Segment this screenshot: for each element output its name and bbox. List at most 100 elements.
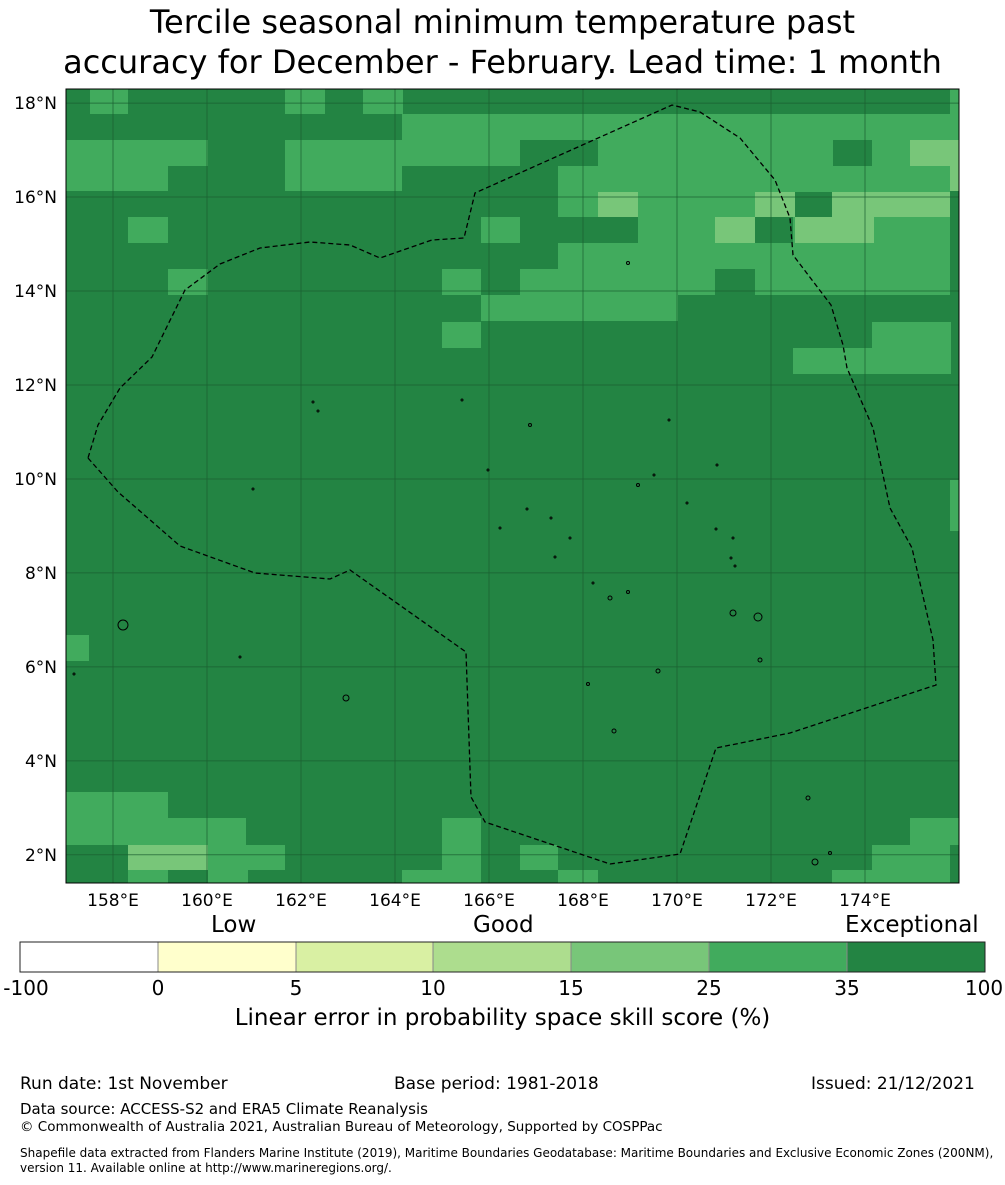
shapefile-credit-line-2: version 11. Available online at http://w… <box>20 1161 392 1175</box>
island-outline <box>753 612 763 622</box>
island-outline <box>549 516 553 520</box>
island-outline <box>626 590 630 594</box>
island-outline <box>757 657 763 663</box>
skill-cell <box>558 870 598 883</box>
skill-cell <box>910 140 950 166</box>
longitude-tick-label: 164°E <box>369 891 421 911</box>
skill-cell <box>558 243 598 269</box>
title-line-2: accuracy for December - February. Lead t… <box>63 43 942 81</box>
skill-cell <box>285 140 402 191</box>
colorbar-header-good: Good <box>473 912 534 938</box>
skill-cell <box>598 243 950 295</box>
island-outline <box>568 536 572 540</box>
skill-cell <box>442 870 481 883</box>
island-outline <box>714 527 718 531</box>
island-outline <box>611 728 617 734</box>
latitude-tick-label: 10°N <box>14 470 57 490</box>
island-outline <box>311 400 315 404</box>
skill-cell <box>795 217 874 243</box>
map-title: Tercile seasonal minimum temperature pas… <box>0 2 1005 82</box>
skill-cell <box>793 348 951 374</box>
colorbar <box>19 941 986 973</box>
skill-cell <box>402 870 442 883</box>
colorbar-segment <box>846 941 986 973</box>
latitude-tick-label: 6°N <box>25 658 57 678</box>
skill-cell <box>402 140 520 166</box>
latitude-tick-label: 14°N <box>14 282 57 302</box>
longitude-labels: 158°E 160°E 162°E 164°E 166°E 168°E 170°E 172°E… <box>87 891 891 911</box>
island-outline <box>729 556 733 560</box>
island-outline <box>652 473 656 477</box>
skill-cell <box>481 217 520 243</box>
island-outline <box>805 795 811 801</box>
skill-cell <box>872 140 910 166</box>
colorbar-tick-label: 0 <box>151 976 165 1000</box>
skill-cell <box>872 166 950 192</box>
longitude-tick-label: 168°E <box>557 891 609 911</box>
island-outlines <box>72 261 832 866</box>
map-base <box>66 89 959 883</box>
latitude-tick-label: 2°N <box>25 846 57 866</box>
island-outline <box>342 694 350 702</box>
island-outline <box>117 619 129 631</box>
island-outline <box>591 581 595 585</box>
latitude-tick-label: 4°N <box>25 752 57 772</box>
island-outline <box>460 398 464 402</box>
title-line-1: Tercile seasonal minimum temperature pas… <box>149 3 856 41</box>
island-outline <box>626 261 630 265</box>
island-outline <box>731 536 735 540</box>
skill-cell <box>598 192 638 217</box>
colorbar-segment <box>295 941 434 973</box>
skill-cell <box>90 89 128 114</box>
skill-cell <box>402 114 959 140</box>
skill-cell <box>872 322 911 348</box>
island-outline <box>655 668 661 674</box>
skill-cell <box>208 870 248 883</box>
island-outline <box>486 468 490 472</box>
colorbar-tick-label: 25 <box>696 976 722 1000</box>
island-outline <box>72 672 76 676</box>
skill-cell <box>950 89 959 114</box>
map-gridlines <box>66 89 959 883</box>
island-outline <box>251 487 255 491</box>
island-outline <box>811 858 819 866</box>
skill-cell <box>66 792 90 818</box>
skill-cell <box>832 192 950 217</box>
island-outline <box>729 609 737 617</box>
island-outline <box>685 501 689 505</box>
island-outline <box>238 655 242 659</box>
run-date: Run date: 1st November <box>20 1074 228 1094</box>
skill-cell <box>755 192 795 217</box>
skill-cell <box>208 845 285 870</box>
latitude-tick-label: 12°N <box>14 376 57 396</box>
skill-cell <box>950 480 959 531</box>
colorbar-segment <box>570 941 710 973</box>
colorbar-segment <box>708 941 848 973</box>
skill-cell <box>558 166 598 217</box>
skill-cell <box>66 635 89 661</box>
colorbar-tick-label: 35 <box>834 976 860 1000</box>
colorbar-header-low: Low <box>211 912 257 938</box>
skill-cell <box>285 89 325 114</box>
longitude-tick-label: 174°E <box>839 891 891 911</box>
colorbar-frame <box>19 941 986 973</box>
longitude-tick-label: 172°E <box>745 891 797 911</box>
island-outline <box>553 555 557 559</box>
skill-cell <box>128 870 168 883</box>
skill-cell <box>910 818 950 845</box>
longitude-tick-label: 170°E <box>651 891 703 911</box>
longitude-tick-label: 158°E <box>87 891 139 911</box>
skill-cell <box>481 295 638 321</box>
colorbar-segment <box>157 941 297 973</box>
skill-cell <box>950 140 959 191</box>
skill-cell <box>715 217 755 243</box>
base-period: Base period: 1981-2018 <box>394 1074 599 1094</box>
colorbar-label: Linear error in probability space skill … <box>234 1005 771 1031</box>
copyright: © Commonwealth of Australia 2021, Austra… <box>20 1119 663 1135</box>
island-outline <box>667 418 671 422</box>
latitude-tick-label: 16°N <box>14 188 57 208</box>
island-outline <box>528 423 532 427</box>
skill-cell <box>911 322 951 348</box>
colorbar-tick-label: -100 <box>3 976 49 1000</box>
longitude-tick-label: 160°E <box>181 891 233 911</box>
